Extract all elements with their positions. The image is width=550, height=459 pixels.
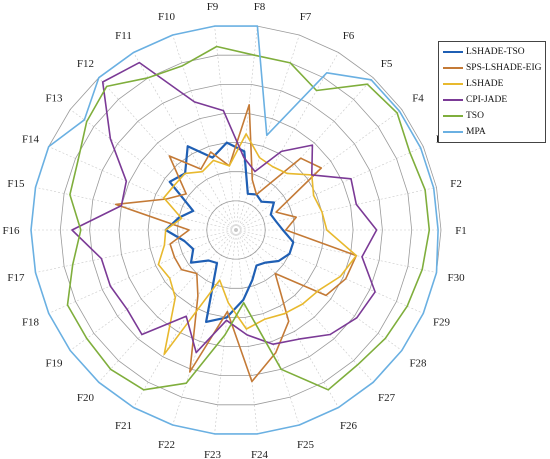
legend-swatch — [443, 99, 463, 101]
spoke-F24 — [235, 229, 258, 434]
axis-label-F1: F1 — [455, 225, 467, 237]
legend-label: LSHADE — [466, 79, 504, 89]
legend-swatch — [443, 83, 463, 85]
legend-item: TSO — [439, 109, 545, 123]
axis-label-F27: F27 — [378, 392, 396, 404]
axis-label-F5: F5 — [381, 58, 393, 70]
axis-label-F16: F16 — [2, 225, 20, 237]
axis-label-F23: F23 — [204, 449, 222, 459]
series-tso — [66, 45, 431, 391]
axis-label-F12: F12 — [77, 58, 94, 70]
grid-ring — [206, 200, 266, 260]
grid-ring — [59, 54, 413, 406]
chart-legend: LSHADE-TSO SPS-LSHADE-EIG LSHADE CPI-JADE TS… — [438, 41, 546, 143]
axis-label-F14: F14 — [22, 134, 40, 146]
series-cpi-jade — [71, 61, 378, 354]
grid-ring — [176, 171, 296, 289]
axis-label-F8: F8 — [254, 1, 266, 13]
legend-swatch — [443, 115, 463, 117]
grid-ring — [118, 113, 354, 347]
legend-label: CPI-JADE — [466, 95, 508, 105]
axis-label-F17: F17 — [7, 272, 25, 284]
legend-label: LSHADE-TSO — [466, 47, 525, 57]
spoke-F20 — [98, 229, 237, 383]
series-sps-lshade-eig — [114, 104, 358, 383]
axis-label-F7: F7 — [300, 11, 312, 23]
radar-grid — [30, 25, 442, 435]
spoke-F17 — [35, 229, 237, 273]
axis-label-F2: F2 — [450, 178, 462, 190]
axis-label-F15: F15 — [7, 178, 25, 190]
axis-label-F24: F24 — [251, 449, 269, 459]
grid-ring — [89, 84, 383, 377]
series-mpa — [30, 25, 439, 435]
legend-label: MPA — [466, 127, 486, 137]
axis-label-F11: F11 — [115, 30, 132, 42]
series-lshade — [157, 133, 358, 356]
spoke-F10 — [172, 34, 237, 231]
spoke-F7 — [235, 34, 300, 231]
spoke-F8 — [235, 26, 258, 231]
spoke-F22 — [172, 229, 237, 426]
axis-label-F19: F19 — [45, 357, 63, 369]
legend-item: LSHADE — [439, 77, 545, 91]
spoke-F11 — [133, 52, 237, 231]
legend-item: SPS-LSHADE-EIG — [439, 61, 545, 75]
legend-item: MPA — [439, 125, 545, 139]
grid-ring — [147, 142, 325, 318]
axis-label-F22: F22 — [158, 439, 175, 451]
axis-label-F20: F20 — [77, 392, 95, 404]
axis-label-F29: F29 — [433, 317, 451, 329]
axis-label-F9: F9 — [207, 1, 219, 13]
legend-label: SPS-LSHADE-EIG — [466, 63, 542, 73]
axis-label-F25: F25 — [297, 439, 315, 451]
legend-label: TSO — [466, 111, 484, 121]
spoke-F2 — [235, 187, 437, 231]
legend-item: CPI-JADE — [439, 93, 545, 107]
radar-series — [30, 25, 439, 435]
spoke-F15 — [35, 187, 237, 231]
spoke-F29 — [235, 229, 424, 314]
axis-label-F26: F26 — [340, 420, 358, 432]
axis-label-F10: F10 — [158, 11, 176, 23]
axis-label-F6: F6 — [343, 30, 355, 42]
spoke-F30 — [235, 229, 437, 273]
spoke-F13 — [70, 109, 237, 231]
axis-label-F21: F21 — [115, 420, 132, 432]
axis-label-F13: F13 — [45, 93, 63, 105]
axis-label-F28: F28 — [409, 357, 427, 369]
spoke-F23 — [214, 229, 237, 434]
legend-swatch — [443, 67, 463, 69]
legend-item: LSHADE-TSO — [439, 45, 545, 59]
spoke-F18 — [48, 229, 237, 314]
spoke-F9 — [214, 26, 237, 231]
legend-swatch — [443, 51, 463, 53]
legend-swatch — [443, 131, 463, 133]
axis-label-F18: F18 — [22, 317, 40, 329]
axis-label-F4: F4 — [412, 93, 424, 105]
axis-label-F30: F30 — [448, 272, 466, 284]
